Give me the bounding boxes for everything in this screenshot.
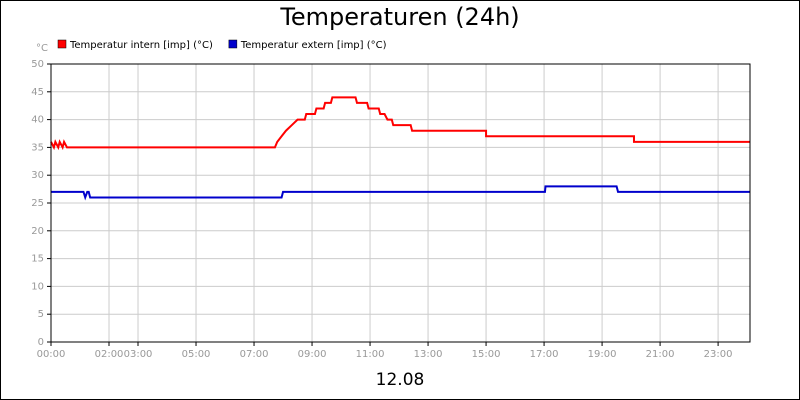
x-tick-label: 07:00 bbox=[240, 349, 269, 360]
x-tick-label: 05:00 bbox=[182, 349, 211, 360]
y-tick-label: 10 bbox=[31, 281, 44, 292]
y-tick-label: 0 bbox=[38, 337, 44, 348]
chart-title: Temperaturen (24h) bbox=[279, 3, 519, 31]
x-tick-label: 23:00 bbox=[704, 349, 733, 360]
data-line bbox=[51, 185, 750, 201]
legend-swatch bbox=[228, 39, 238, 49]
x-tick-label: 09:00 bbox=[298, 349, 327, 360]
legend-swatch bbox=[57, 39, 67, 49]
x-tick-label: 21:00 bbox=[646, 349, 675, 360]
y-tick-label: 50 bbox=[31, 59, 44, 70]
y-tick-label: 40 bbox=[31, 115, 44, 126]
y-tick-label: 45 bbox=[31, 87, 44, 98]
x-axis-label: 12.08 bbox=[376, 370, 425, 390]
x-tick-label: 15:00 bbox=[472, 349, 501, 360]
x-tick-label: 00:00 bbox=[37, 349, 66, 360]
y-tick-label: 5 bbox=[38, 309, 44, 320]
x-tick-label: 19:00 bbox=[588, 349, 617, 360]
y-tick-label: 15 bbox=[31, 254, 44, 265]
x-tick-label: 13:00 bbox=[414, 349, 443, 360]
x-tick-label: 11:00 bbox=[356, 349, 385, 360]
x-tick-label: 03:00 bbox=[124, 349, 153, 360]
y-tick-label: 20 bbox=[31, 226, 44, 237]
y-tick-label: 35 bbox=[31, 142, 44, 153]
x-tick-label: 02:00 bbox=[95, 349, 124, 360]
x-tick-label: 17:00 bbox=[530, 349, 559, 360]
y-tick-label: 25 bbox=[31, 198, 44, 209]
plot-frame bbox=[50, 63, 751, 343]
legend-label: Temperatur intern [imp] (°C) bbox=[69, 40, 213, 51]
y-tick-label: 30 bbox=[31, 170, 44, 181]
legend-label: Temperatur extern [imp] (°C) bbox=[240, 40, 387, 51]
data-line bbox=[50, 96, 750, 151]
y-unit: °C bbox=[36, 43, 48, 54]
